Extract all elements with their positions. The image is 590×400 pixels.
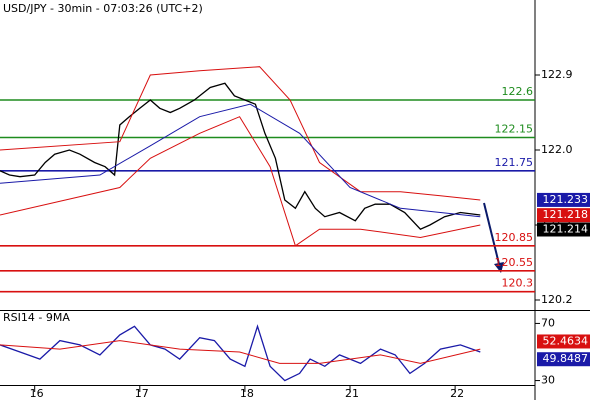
y-tick-label: 70: [541, 316, 555, 329]
price-tag: [537, 208, 590, 223]
level-label: 121.75: [495, 156, 534, 169]
level-label: 120.85: [495, 231, 534, 244]
price-tag: [537, 352, 590, 367]
series-line: [0, 103, 481, 218]
y-tick-label: 120.2: [541, 293, 573, 306]
x-tick-label: 21: [345, 387, 359, 400]
level-label: 120.3: [502, 277, 534, 290]
series-line: [0, 340, 481, 364]
y-tick-label: 122.9: [541, 68, 573, 81]
y-tick-label: 122.0: [541, 143, 573, 156]
chart-title: USD/JPY - 30min - 07:03:26 (UTC+2): [3, 2, 203, 15]
price-tag-label: 121.214: [543, 223, 589, 236]
series-line: [0, 116, 481, 247]
price-tag-label: 49.8487: [543, 352, 589, 365]
price-tag-label: 52.4634: [543, 334, 589, 347]
price-tag: [537, 334, 590, 349]
x-tick-label: 18: [240, 387, 254, 400]
price-tag: [537, 192, 590, 207]
x-tick-label: 16: [30, 387, 44, 400]
x-tick-label: 17: [135, 387, 149, 400]
indicator-title: RSI14 - 9MA: [3, 311, 70, 324]
series-line: [0, 82, 481, 230]
x-tick-label: 22: [450, 387, 464, 400]
price-tag-label: 121.233: [543, 193, 589, 206]
series-line: [0, 66, 481, 201]
level-label: 120.55: [495, 256, 534, 269]
forecast-arrow: [483, 202, 501, 269]
y-tick-label: 30: [541, 374, 555, 387]
series-line: [0, 324, 481, 382]
level-label: 122.6: [502, 85, 534, 98]
level-label: 122.15: [495, 123, 534, 136]
price-tag-label: 121.218: [543, 208, 589, 221]
price-tag: [537, 222, 590, 237]
